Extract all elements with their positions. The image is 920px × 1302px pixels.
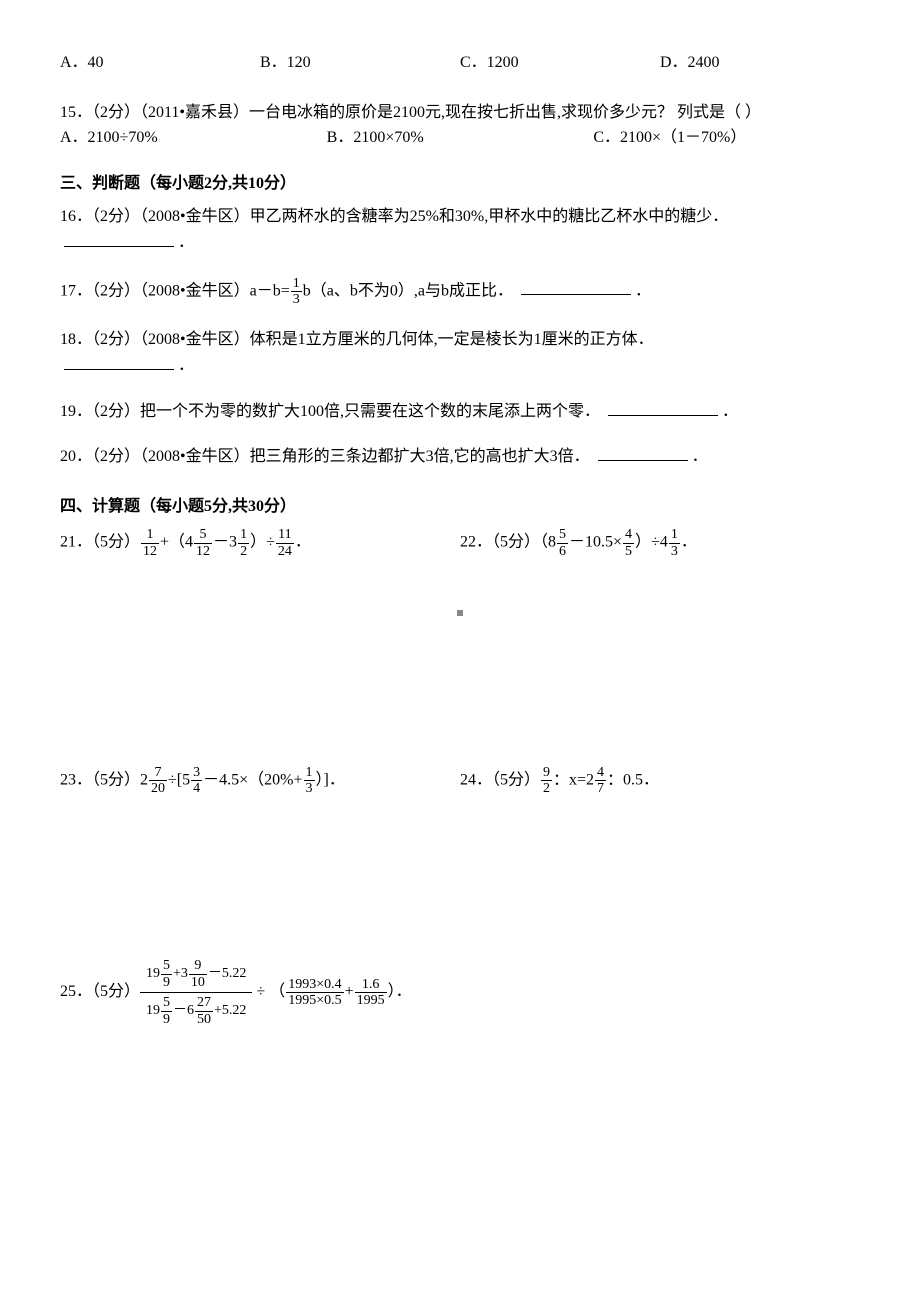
- q24-pre: 24．（5分）: [460, 771, 540, 788]
- q18-end: ．: [178, 357, 194, 374]
- q22-pre: 22．（5分）（8: [460, 534, 556, 551]
- q21-pre: 21．（5分）: [60, 534, 140, 551]
- frac-11-24: 1124: [276, 527, 294, 559]
- q14-options: A．40 B．120 C．1200 D．2400: [60, 50, 860, 76]
- q22-m2: ）÷4: [635, 534, 668, 551]
- q20-blank: [598, 445, 688, 461]
- q23-m2: －4.5×（20%+: [203, 771, 302, 788]
- q15: 15．（2分）（2011•嘉禾县）一台电冰箱的原价是2100元,现在按七折出售,…: [60, 100, 860, 151]
- q22: 22．（5分）（856－10.5×45）÷413．: [460, 527, 860, 559]
- q19-blank: [608, 400, 718, 416]
- q25-cnum: 1959+3910－5.22: [140, 956, 252, 993]
- page-marker: [60, 599, 860, 625]
- frac-1-3b: 13: [669, 527, 680, 559]
- q15-options: A．2100÷70% B．2100×70% C．2100×（1－70%）: [60, 125, 860, 151]
- q16-blank: [64, 231, 174, 247]
- q21-m3: ）÷: [250, 534, 275, 551]
- frac-1-3c: 13: [304, 765, 315, 797]
- q14-opt-a: A．40: [60, 50, 260, 76]
- q22-end: ．: [681, 534, 697, 551]
- q16-end: ．: [178, 234, 194, 251]
- calc-row-1: 21．（5分）112+（4512－312）÷1124． 22．（5分）（856－…: [60, 527, 860, 559]
- q20-text: 20．（2分）（2008•金牛区）把三角形的三条边都扩大3倍,它的高也扩大3倍．: [60, 448, 590, 465]
- q25-complex-frac: 1959+3910－5.22 1959－62750+5.22: [140, 956, 252, 1029]
- q14-opt-c: C．1200: [460, 50, 660, 76]
- frac-9-2: 92: [541, 765, 552, 797]
- q15-text: 15．（2分）（2011•嘉禾县）一台电冰箱的原价是2100元,现在按七折出售,…: [60, 100, 860, 126]
- q18: 18．（2分）（2008•金牛区）体积是1立方厘米的几何体,一定是棱长为1厘米的…: [60, 327, 860, 378]
- q15-opt-c: C．2100×（1－70%）: [593, 125, 860, 151]
- q19-text: 19．（2分）把一个不为零的数扩大100倍,只需要在这个数的末尾添上两个零．: [60, 403, 600, 420]
- frac-1-2: 12: [238, 527, 249, 559]
- frac-5-12: 512: [194, 527, 212, 559]
- q18-blank: [64, 354, 174, 370]
- q24-m1: ：x=2: [553, 771, 594, 788]
- q23-pre: 23．（5分）2: [60, 771, 148, 788]
- q25-cden: 1959－62750+5.22: [140, 993, 252, 1029]
- q22-m1: －10.5×: [569, 534, 622, 551]
- q15-opt-b: B．2100×70%: [327, 125, 594, 151]
- q19-end: ．: [722, 403, 738, 420]
- q23-m1: ÷[5: [168, 771, 190, 788]
- q25-plus: +: [345, 983, 354, 1000]
- frac-3-4: 34: [191, 765, 202, 797]
- q17: 17．（2分）（2008•金牛区）a－b=13b（a、b不为0）,a与b成正比．…: [60, 276, 860, 308]
- q17-end: ．: [635, 282, 651, 299]
- q16-text: 16．（2分）（2008•金牛区）甲乙两杯水的含糖率为25%和30%,甲杯水中的…: [60, 208, 728, 225]
- q21-m2: －3: [213, 534, 237, 551]
- q25-pre: 25．（5分）: [60, 983, 140, 1000]
- frac-4-7: 47: [595, 765, 606, 797]
- q17-blank: [521, 279, 631, 295]
- q14-opt-d: D．2400: [660, 50, 860, 76]
- q25-end: ）．: [388, 983, 412, 1000]
- section3-title: 三、判断题（每小题2分,共10分）: [60, 171, 860, 197]
- q23-m3: ）]．: [316, 771, 345, 788]
- q23: 23．（5分）2720÷[534－4.5×（20%+13）]．: [60, 765, 460, 797]
- frac-5-6: 56: [557, 527, 568, 559]
- q20-end: ．: [692, 448, 708, 465]
- q21-end: ．: [295, 534, 311, 551]
- q21-m1: +（4: [160, 534, 193, 551]
- q17-a: 17．（2分）（2008•金牛区）a－b=: [60, 282, 290, 299]
- frac-7-20: 720: [149, 765, 167, 797]
- q18-text: 18．（2分）（2008•金牛区）体积是1立方厘米的几何体,一定是棱长为1厘米的…: [60, 331, 654, 348]
- q25-mid: ÷ （: [252, 983, 285, 1000]
- q17-b: b（a、b不为0）,a与b成正比．: [303, 282, 513, 299]
- q15-opt-a: A．2100÷70%: [60, 125, 327, 151]
- frac-4-5: 45: [623, 527, 634, 559]
- q19: 19．（2分）把一个不为零的数扩大100倍,只需要在这个数的末尾添上两个零． ．: [60, 399, 860, 425]
- q14-opt-b: B．120: [260, 50, 460, 76]
- q25-right-frac1: 1993×0.41995×0.5: [286, 977, 343, 1009]
- q20: 20．（2分）（2008•金牛区）把三角形的三条边都扩大3倍,它的高也扩大3倍．…: [60, 444, 860, 470]
- frac-1-12: 112: [141, 527, 159, 559]
- frac-1-3: 13: [291, 276, 302, 308]
- calc-row-2: 23．（5分）2720÷[534－4.5×（20%+13）]． 24．（5分）9…: [60, 765, 860, 797]
- q25-right-frac2: 1.61995: [355, 977, 387, 1009]
- q16: 16．（2分）（2008•金牛区）甲乙两杯水的含糖率为25%和30%,甲杯水中的…: [60, 204, 860, 255]
- q24: 24．（5分）92：x=247：0.5．: [460, 765, 860, 797]
- square-dot-icon: [457, 610, 463, 616]
- section4-title: 四、计算题（每小题5分,共30分）: [60, 494, 860, 520]
- q24-m2: ：0.5．: [607, 771, 659, 788]
- q25: 25．（5分） 1959+3910－5.22 1959－62750+5.22 ÷…: [60, 956, 860, 1029]
- q21: 21．（5分）112+（4512－312）÷1124．: [60, 527, 460, 559]
